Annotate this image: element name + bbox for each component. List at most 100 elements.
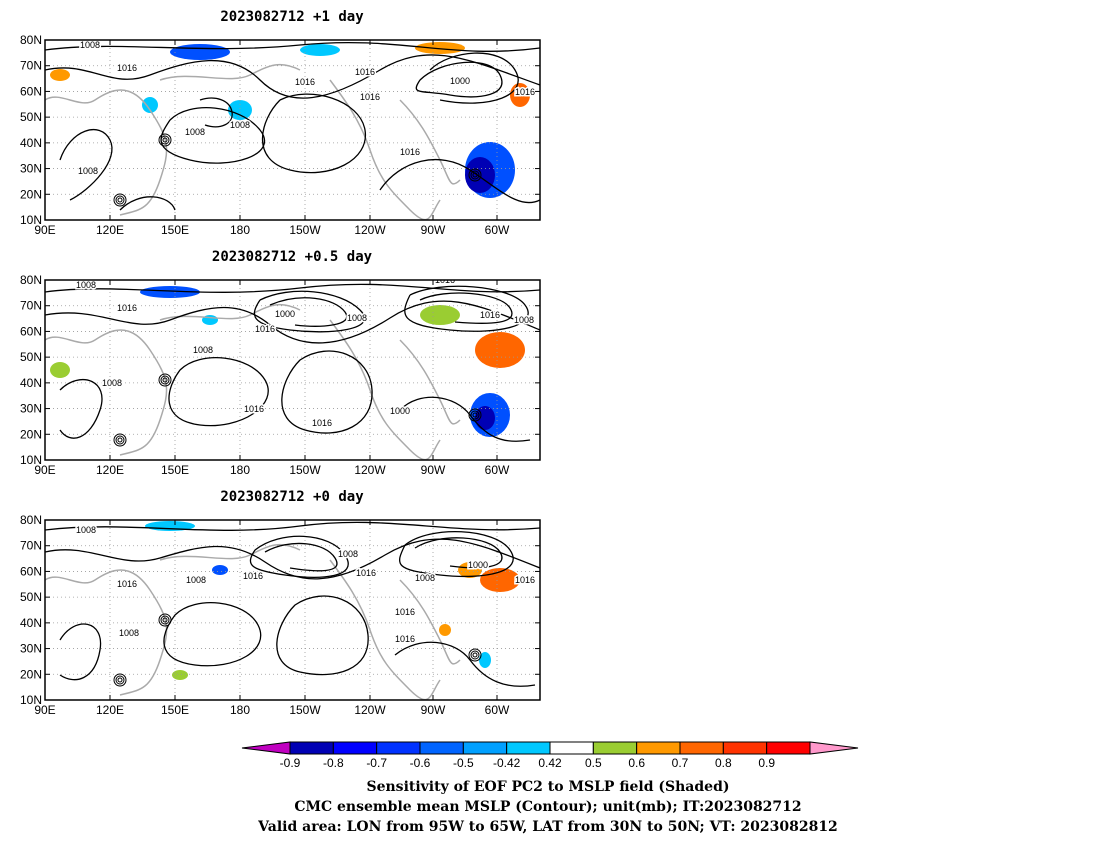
lat-tick-label: 70N xyxy=(20,299,42,313)
contour-label: 1016 xyxy=(117,579,137,589)
coastline xyxy=(399,99,461,185)
mslp-contour xyxy=(45,41,540,52)
mslp-contour xyxy=(253,290,366,333)
contour-label: 1008 xyxy=(230,120,250,130)
lon-tick-label: 150W xyxy=(289,223,321,237)
low-center-contour xyxy=(117,197,123,203)
mslp-contour xyxy=(398,531,514,578)
contour-label: 1008 xyxy=(76,525,96,535)
colorbar-swatch xyxy=(506,741,551,755)
shaded-region xyxy=(475,332,525,368)
shaded-region xyxy=(465,157,495,193)
contour-label: 1016 xyxy=(395,634,415,644)
lon-tick-label: 120E xyxy=(96,463,124,477)
lon-tick-label: 150E xyxy=(161,223,189,237)
colorbar-label: 0.7 xyxy=(672,756,689,770)
lat-tick-label: 20N xyxy=(20,667,42,681)
low-center-contour xyxy=(468,168,482,182)
lon-tick-label: 120E xyxy=(96,703,124,717)
lat-tick-label: 40N xyxy=(20,616,42,630)
coastline xyxy=(329,79,441,220)
lat-tick-label: 70N xyxy=(20,539,42,553)
contour-label: 1016 xyxy=(356,568,376,578)
mslp-contour xyxy=(379,158,540,204)
colorbar-label: 0.5 xyxy=(585,756,602,770)
low-center-contour xyxy=(158,373,172,387)
shaded-region xyxy=(479,652,491,668)
mslp-contour xyxy=(419,292,513,324)
mslp-contour xyxy=(429,52,519,104)
contour-label: 1016 xyxy=(295,77,315,87)
colorbar-swatch xyxy=(549,741,594,755)
colorbar-swatch xyxy=(332,741,378,755)
map-panel: 2023082712 +0 day 1008 1016 1008 1016 1008 101… xyxy=(20,489,541,717)
colorbar-label: 0.6 xyxy=(628,756,645,770)
contour-label: 1016 xyxy=(117,63,137,73)
contour-label: 1016 xyxy=(117,303,137,313)
low-center-contour xyxy=(113,673,127,687)
contour-label: 1008 xyxy=(185,127,205,137)
mslp-contour xyxy=(45,283,540,293)
colorbar-swatch xyxy=(592,741,638,755)
contour-label: 1016 xyxy=(435,275,455,285)
lon-tick-label: 120W xyxy=(354,223,386,237)
lon-tick-label: 60W xyxy=(485,223,510,237)
mslp-contour xyxy=(262,93,366,174)
mslp-contour xyxy=(45,54,540,99)
contour-label: 1016 xyxy=(395,607,415,617)
contour-label: 1008 xyxy=(193,345,213,355)
low-center-contour xyxy=(468,408,482,422)
lon-tick-label: 150E xyxy=(161,703,189,717)
contour-label: 1016 xyxy=(515,87,535,97)
coastline xyxy=(45,329,168,456)
contour-label: 1008 xyxy=(514,315,534,325)
low-center-contour xyxy=(160,615,170,625)
lon-tick-label: 180 xyxy=(230,223,250,237)
caption-line: Valid area: LON from 95W to 65W, LAT fro… xyxy=(257,819,838,835)
low-center-contour xyxy=(113,433,127,447)
mslp-contour xyxy=(249,535,349,578)
lat-tick-label: 20N xyxy=(20,187,42,201)
lat-tick-label: 30N xyxy=(20,402,42,416)
low-center-contour xyxy=(470,170,480,180)
mslp-contour xyxy=(276,595,369,676)
contour-label: 1000 xyxy=(390,406,410,416)
caption-line: Sensitivity of EOF PC2 to MSLP field (Sh… xyxy=(366,779,729,795)
colorbar-label: 0.42 xyxy=(538,756,562,770)
panel-title: 2023082712 +0.5 day xyxy=(212,249,373,265)
contour-label: 1016 xyxy=(255,324,275,334)
shaded-region xyxy=(228,100,252,120)
mslp-contour xyxy=(264,542,338,572)
panel-title: 2023082712 +1 day xyxy=(220,9,364,25)
lon-tick-label: 150W xyxy=(289,703,321,717)
colorbar-swatch xyxy=(766,741,811,755)
low-center-contour xyxy=(162,377,168,383)
shaded-region xyxy=(415,42,465,54)
colorbar-swatch xyxy=(679,741,724,755)
contour-label: 1000 xyxy=(468,560,488,570)
contour-label: 1000 xyxy=(275,309,295,319)
coastline xyxy=(45,89,168,216)
lon-tick-label: 90W xyxy=(421,223,446,237)
coastline xyxy=(159,63,301,81)
mslp-contour xyxy=(199,97,233,128)
low-center-contour xyxy=(162,137,168,143)
lon-tick-label: 120E xyxy=(96,223,124,237)
caption: Sensitivity of EOF PC2 to MSLP field (Sh… xyxy=(257,779,838,835)
shaded-region xyxy=(172,670,188,680)
low-center-contour xyxy=(115,195,125,205)
coastline xyxy=(399,339,461,425)
lat-tick-label: 80N xyxy=(20,33,42,47)
shaded-region xyxy=(458,562,482,578)
contour-label: 1016 xyxy=(355,67,375,77)
colorbar: -0.9 -0.8 -0.7 -0.6 -0.5 -0.42 0.42 0.5 0.6 0.7 0.… xyxy=(241,741,859,770)
lon-tick-label: 90W xyxy=(421,463,446,477)
colorbar-label: -0.42 xyxy=(493,756,521,770)
colorbar-swatch xyxy=(376,741,421,755)
coastline xyxy=(329,559,441,700)
mslp-contour xyxy=(281,350,373,434)
shaded-region xyxy=(50,362,70,378)
lon-tick-label: 120W xyxy=(354,703,386,717)
mslp-contour xyxy=(404,285,529,332)
